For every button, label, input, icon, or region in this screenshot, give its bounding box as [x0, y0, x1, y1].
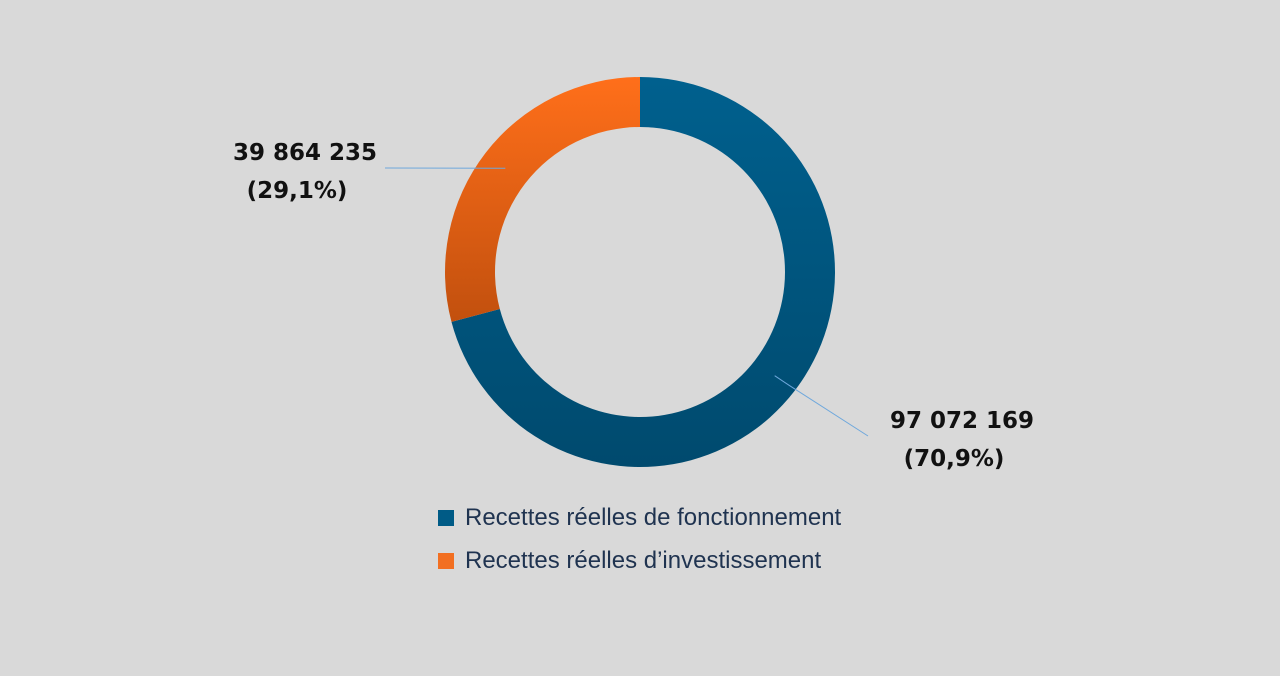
leader-line-fonctionnement: [775, 376, 868, 436]
legend-swatch-fonctionnement: [438, 510, 454, 526]
legend-swatch-investissement: [438, 553, 454, 569]
legend-item-investissement[interactable]: Recettes réelles d’investissement: [438, 539, 841, 582]
data-label-percent-investissement: (29,1%): [247, 178, 348, 204]
legend-label-fonctionnement: Recettes réelles de fonctionnement: [465, 504, 841, 532]
legend-label-investissement: Recettes réelles d’investissement: [465, 547, 821, 575]
legend: Recettes réelles de fonctionnement Recet…: [438, 496, 841, 582]
data-label-value-investissement: 39 864 235: [233, 140, 377, 166]
data-label-percent-fonctionnement: (70,9%): [904, 446, 1005, 472]
slice-investissement[interactable]: [445, 77, 640, 322]
legend-item-fonctionnement[interactable]: Recettes réelles de fonctionnement: [438, 496, 841, 539]
data-label-value-fonctionnement: 97 072 169: [890, 408, 1034, 434]
